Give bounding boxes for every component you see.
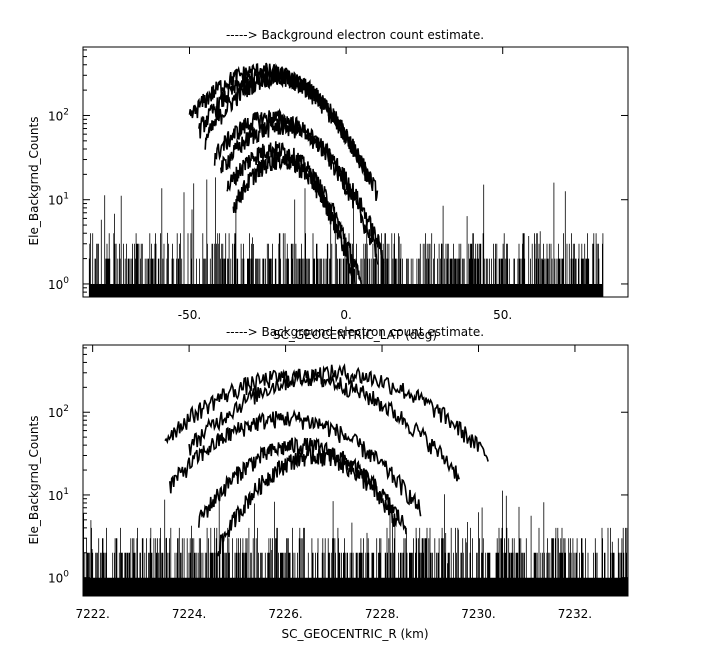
background-noise-series bbox=[88, 177, 604, 297]
chart-panel-bottom: -----> Background electron count estimat… bbox=[27, 325, 629, 641]
data-series-5 bbox=[217, 444, 398, 557]
chart-panel-top: -----> Background electron count estimat… bbox=[27, 28, 629, 342]
background-noise-series bbox=[82, 490, 629, 596]
x-tick-label: -50. bbox=[178, 308, 201, 322]
x-tick-label: 7230. bbox=[461, 607, 495, 621]
x-tick-label: 0. bbox=[340, 308, 351, 322]
data-series-2 bbox=[164, 368, 460, 482]
y-tick-label: 100 bbox=[48, 276, 69, 292]
data-series-7 bbox=[232, 151, 356, 285]
x-axis: 7222. 7224. 7226. 7228. 7230. 7232. bbox=[75, 345, 615, 621]
y-axis-label: Ele_Backgrnd_Counts bbox=[27, 117, 41, 246]
y-tick-label: 100 bbox=[48, 570, 69, 586]
y-tick-label: 101 bbox=[48, 192, 69, 208]
data-series-3 bbox=[204, 68, 369, 182]
y-axis-label: Ele_Backgrnd_Counts bbox=[27, 416, 41, 545]
y-tick-label: 102 bbox=[48, 404, 69, 420]
y-axis: 100 101 102 bbox=[48, 347, 628, 597]
x-tick-label: 50. bbox=[493, 308, 512, 322]
y-tick-label: 101 bbox=[48, 487, 69, 503]
x-tick-label: 7232. bbox=[558, 607, 592, 621]
x-tick-label: 7228. bbox=[365, 607, 399, 621]
x-axis: -50. 0. 50. bbox=[95, 47, 629, 322]
data-series-5 bbox=[220, 116, 385, 264]
data-series-1 bbox=[188, 363, 489, 462]
plot-frame bbox=[82, 46, 629, 298]
chart-title: -----> Background electron count estimat… bbox=[226, 28, 484, 42]
chart-title: -----> Background electron count estimat… bbox=[226, 325, 484, 339]
plot-area bbox=[88, 62, 604, 297]
x-axis-label: SC_GEOCENTRIC_R (km) bbox=[282, 627, 429, 641]
x-tick-label: 7222. bbox=[75, 607, 109, 621]
plot-area bbox=[82, 363, 629, 596]
y-tick-label: 102 bbox=[48, 107, 69, 123]
data-series-3 bbox=[169, 409, 422, 517]
x-tick-label: 7224. bbox=[172, 607, 206, 621]
x-axis-label: SC_GEOCENTRIC_LAT (deg) bbox=[273, 328, 437, 342]
x-tick-label: 7226. bbox=[268, 607, 302, 621]
